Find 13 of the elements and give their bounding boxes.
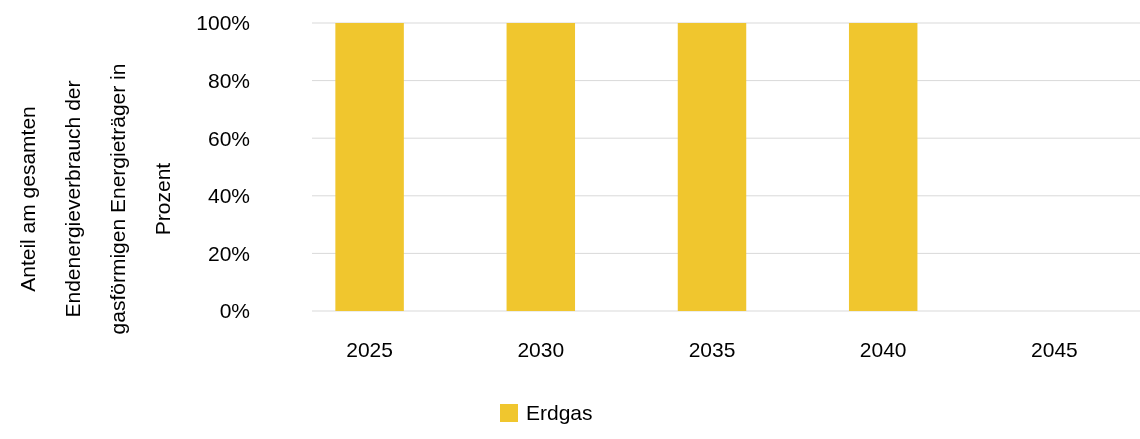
x-tick-label: 2040 (859, 338, 907, 361)
y-tick-label: 80% (207, 68, 250, 92)
x-tick-label: 2035 (688, 338, 736, 361)
x-tick-label: 2045 (1031, 338, 1078, 361)
y-tick-label: 0% (219, 299, 250, 323)
y-tick-label: 60% (207, 126, 250, 150)
y-tick-label: 40% (207, 184, 250, 208)
y-tick-label: 100% (196, 11, 250, 35)
x-tick-label: 2025 (346, 338, 393, 361)
y-tick-label: 20% (207, 241, 250, 265)
x-tick-label: 2030 (517, 338, 565, 361)
legend-label: Erdgas (526, 401, 593, 425)
y-axis-title: Anteil am gesamten Endenergieverbrauch der gasförmigen Energieträger in Prozent (16, 63, 174, 335)
